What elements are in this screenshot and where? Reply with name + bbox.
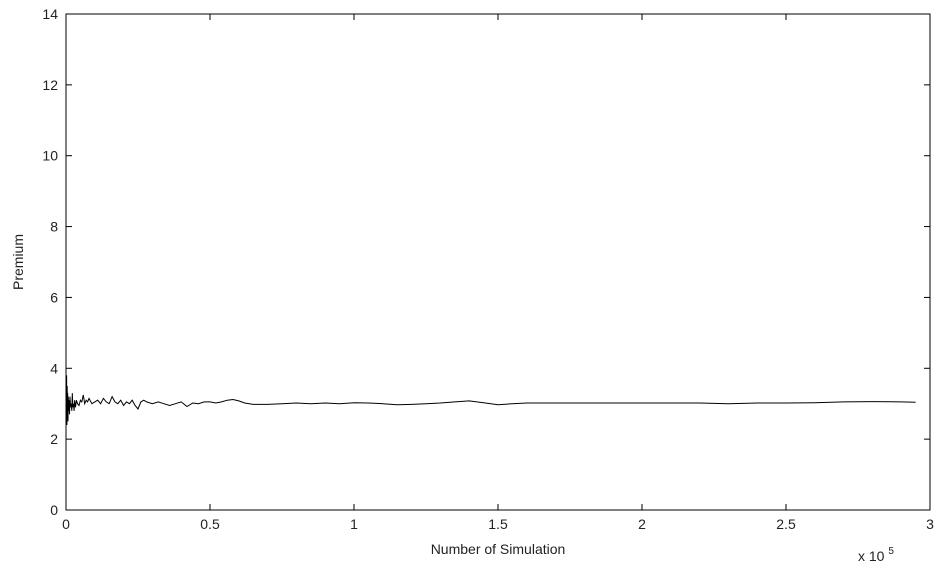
x-tick-label: 0.5 xyxy=(200,516,220,532)
y-tick-label: 0 xyxy=(50,502,58,518)
x-axis-multiplier-base: x 10 xyxy=(858,548,885,564)
y-tick-label: 10 xyxy=(42,148,58,164)
y-axis-label: Premium xyxy=(10,234,26,290)
y-tick-label: 2 xyxy=(50,431,58,447)
x-tick-label: 2.5 xyxy=(776,516,796,532)
x-tick-label: 0 xyxy=(62,516,70,532)
series-line xyxy=(65,375,916,426)
x-tick-label: 2 xyxy=(638,516,646,532)
x-tick-label: 1 xyxy=(350,516,358,532)
series-layer xyxy=(65,375,916,426)
y-tick-label: 6 xyxy=(50,289,58,305)
x-axis-multiplier-exponent: 5 xyxy=(888,546,894,557)
x-tick-label: 1.5 xyxy=(488,516,508,532)
x-axis-multiplier: x 10 5 xyxy=(858,546,894,564)
y-tick-label: 8 xyxy=(50,219,58,235)
y-tick-label: 12 xyxy=(42,77,58,93)
y-tick-label: 14 xyxy=(42,6,58,22)
plot-frame xyxy=(65,13,931,511)
axis-ticks: 0 0.5 1 1.5 2 2.5 3 0 2 4 6 8 10 12 14 xyxy=(42,6,934,532)
x-tick-label: 3 xyxy=(926,516,934,532)
y-tick-label: 4 xyxy=(50,360,58,376)
x-axis-label: Number of Simulation xyxy=(431,541,566,557)
